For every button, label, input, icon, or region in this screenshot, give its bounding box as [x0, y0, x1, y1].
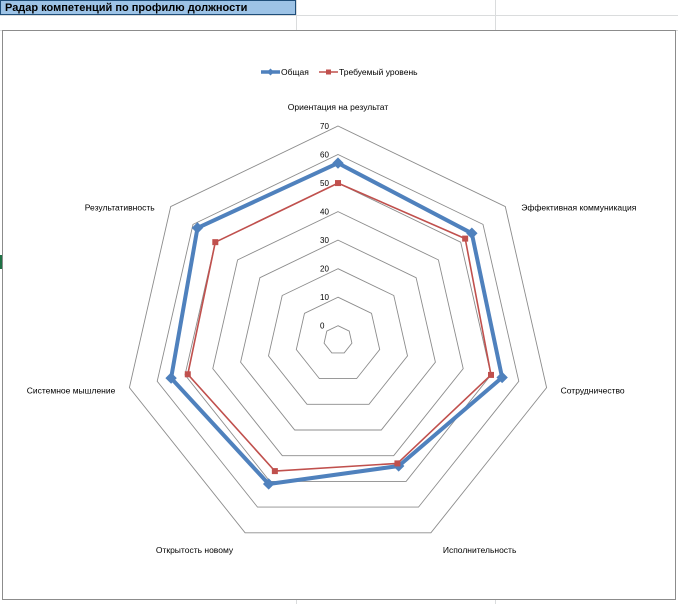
- category-label: Результативность: [85, 203, 155, 213]
- category-label: Ориентация на результат: [288, 102, 389, 112]
- tick-label: 10: [320, 293, 329, 302]
- data-point: [271, 468, 278, 475]
- legend-marker: [267, 68, 274, 76]
- row-gridline: [0, 15, 678, 16]
- series-line: [187, 182, 492, 472]
- tick-label: 70: [320, 122, 329, 131]
- title-cell[interactable]: Радар компетенций по профилю должности: [0, 0, 296, 15]
- grid-ring: [184, 182, 492, 482]
- data-point: [394, 460, 401, 467]
- data-point: [496, 371, 508, 384]
- data-point: [184, 371, 191, 378]
- tick-label: 0: [320, 322, 325, 331]
- data-point: [212, 239, 219, 246]
- category-label: Открытость новому: [156, 545, 234, 555]
- grid-ring: [156, 154, 520, 508]
- data-point: [466, 227, 478, 239]
- category-label: Сотрудничество: [561, 386, 625, 396]
- data-point: [335, 180, 341, 187]
- data-point: [332, 157, 344, 169]
- grid-ring: [240, 239, 436, 431]
- legend-marker: [326, 69, 331, 75]
- data-point: [191, 222, 204, 234]
- tick-label: 60: [320, 151, 329, 160]
- tick-label: 40: [320, 208, 329, 217]
- tick-label: 30: [320, 236, 329, 245]
- grid-ring: [128, 125, 548, 534]
- series-line: [169, 161, 505, 486]
- tick-label: 50: [320, 179, 329, 188]
- legend-label: Требуемый уровень: [339, 67, 418, 77]
- data-point: [262, 478, 275, 490]
- grid-ring: [212, 211, 464, 457]
- category-label: Исполнительность: [443, 545, 517, 555]
- grid-ring: [268, 268, 408, 405]
- tick-label: 20: [320, 265, 329, 274]
- category-label: Эффективная коммуникация: [521, 203, 636, 213]
- chart-area[interactable]: [2, 30, 676, 600]
- data-point: [487, 371, 494, 378]
- category-label: Системное мышление: [27, 386, 116, 396]
- grid-ring: [295, 296, 381, 380]
- data-point: [462, 235, 469, 242]
- data-point: [165, 372, 177, 384]
- legend-label: Общая: [281, 67, 309, 77]
- grid-ring: [323, 325, 353, 354]
- row-marker: [0, 255, 2, 269]
